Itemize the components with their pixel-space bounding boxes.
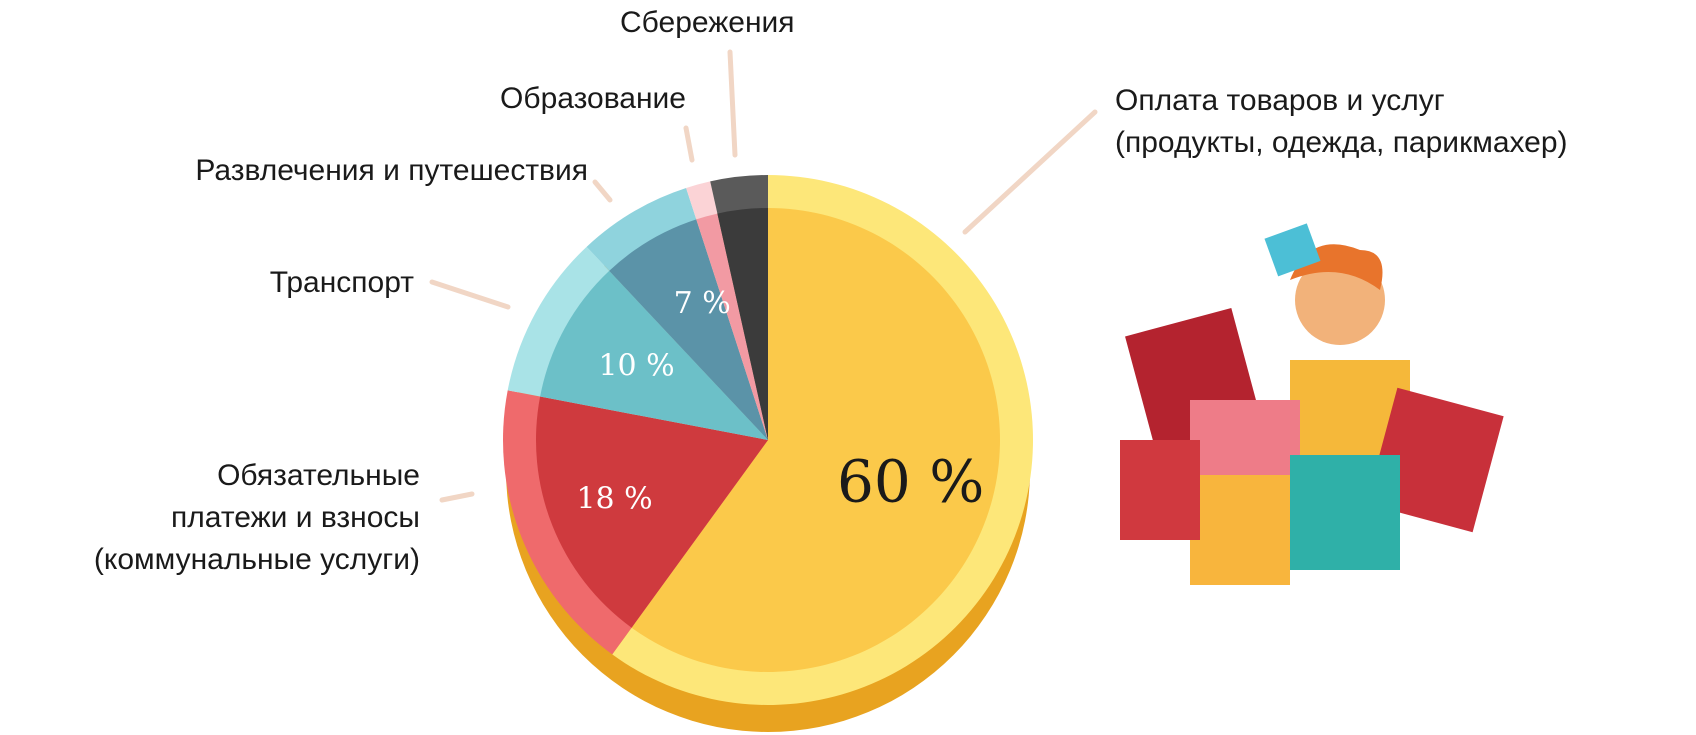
value-label: 18 % xyxy=(576,482,652,517)
category-label: Оплата товаров и услуг (продукты, одежда… xyxy=(1115,80,1568,164)
leader-line xyxy=(686,128,692,160)
infographic: 60 % 18 % 10 %7 % Оплата товаров и услуг (… xyxy=(0,0,1696,735)
bag xyxy=(1190,475,1290,585)
bag xyxy=(1120,440,1200,540)
bag xyxy=(1290,455,1400,570)
category-label: Транспорт xyxy=(270,262,414,304)
category-label: Развлечения и путешествия xyxy=(195,150,588,192)
leader-line xyxy=(432,282,508,307)
leader-line xyxy=(442,494,472,500)
leader-line xyxy=(595,182,610,200)
pie xyxy=(503,175,1033,705)
category-label: Образование xyxy=(500,78,686,120)
shopping-illustration xyxy=(1120,223,1504,585)
value-label: 60 % xyxy=(837,447,984,515)
category-label: Сбережения xyxy=(620,2,795,44)
leader-line xyxy=(730,52,735,155)
category-label: Обязательные платежи и взносы (коммуналь… xyxy=(94,455,420,581)
value-label: 7 % xyxy=(674,286,731,321)
value-label: 10 % xyxy=(598,349,674,384)
leader-line xyxy=(965,112,1095,232)
